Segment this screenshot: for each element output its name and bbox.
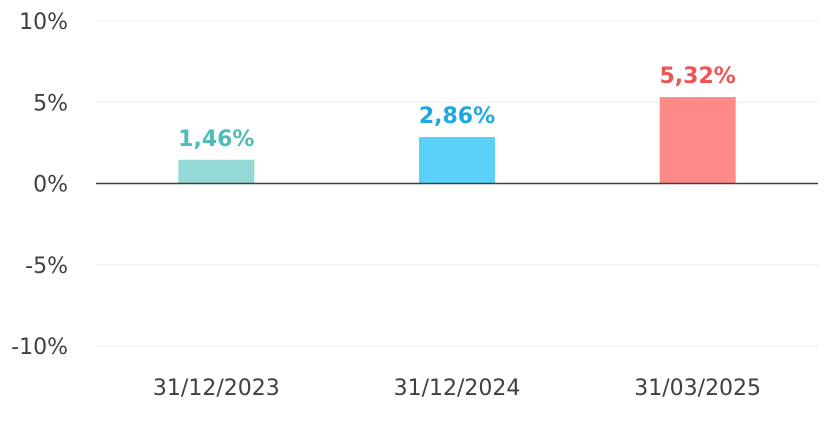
- y-tick-label: 5%: [33, 91, 68, 116]
- y-tick-label: 0%: [33, 173, 68, 198]
- y-tick-label: -10%: [11, 335, 68, 360]
- bar: [419, 137, 495, 184]
- bar: [659, 97, 736, 184]
- y-tick-label: 10%: [19, 10, 68, 35]
- data-label: 2,86%: [419, 104, 495, 129]
- x-tick-label: 31/03/2025: [634, 376, 761, 401]
- bar: [178, 159, 255, 184]
- y-tick-label: -5%: [25, 254, 68, 279]
- data-label: 5,32%: [660, 64, 736, 89]
- x-tick-label: 31/12/2024: [394, 376, 521, 401]
- x-tick-label: 31/12/2023: [153, 376, 280, 401]
- data-label: 1,46%: [178, 127, 254, 152]
